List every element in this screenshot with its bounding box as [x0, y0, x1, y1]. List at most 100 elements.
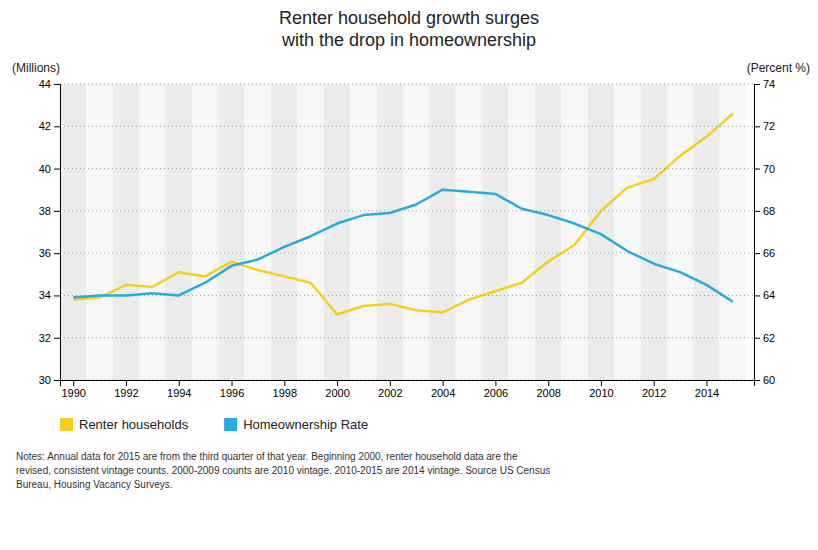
x-tick: 1994: [167, 380, 191, 399]
stripe: [218, 84, 244, 380]
stripe: [667, 84, 693, 380]
x-tick-label: 1992: [114, 387, 138, 399]
y2-tick-label: 72: [763, 120, 775, 132]
x-tick-mark: [495, 380, 496, 386]
x-tick-label: 2004: [431, 387, 455, 399]
x-tick: 1990: [61, 380, 85, 399]
title: Renter household growth surgeswith the d…: [279, 8, 539, 50]
x-tick-mark: [707, 380, 708, 386]
stripe: [113, 84, 139, 380]
grid-line: [60, 253, 754, 254]
y-tick: 38: [39, 205, 60, 217]
y2-tick: 72: [754, 120, 775, 132]
x-tick-mark: [601, 380, 602, 386]
x-tick-label: 2012: [642, 387, 666, 399]
x-tick-mark: [126, 380, 127, 386]
x-axis-line: [61, 381, 755, 387]
grid: [60, 84, 754, 380]
y2-tick-label: 60: [763, 374, 775, 386]
x-tick-label: 1994: [167, 387, 191, 399]
x-tick: 2012: [642, 380, 666, 399]
grid-line: [60, 337, 754, 338]
y2-tick-label: 66: [763, 247, 775, 259]
y-tick-mark: [54, 338, 60, 339]
x-tick: 2010: [589, 380, 613, 399]
y-tick: 36: [39, 247, 60, 259]
y-tick: 40: [39, 163, 60, 175]
stripe: [271, 84, 297, 380]
y-tick-mark: [54, 211, 60, 212]
y2-axis: 6062646668707274: [754, 78, 775, 386]
y-tick-label: 38: [39, 205, 51, 217]
series-line: [73, 114, 733, 315]
x-tick-label: 1990: [61, 387, 85, 399]
chart: 1990199219941996199820002002200420062008…: [0, 0, 818, 550]
y-tick-label: 36: [39, 247, 51, 259]
x-tick-label: 2008: [536, 387, 560, 399]
x-tick-mark: [284, 380, 285, 386]
legend-item: Homeownership Rate: [224, 417, 368, 432]
y2-tick: 74: [754, 78, 775, 90]
y-tick-label: 42: [39, 120, 51, 132]
y-tick: 34: [39, 289, 60, 301]
stripe: [482, 84, 508, 380]
x-tick: 1992: [114, 380, 138, 399]
y2-tick-mark: [754, 126, 760, 127]
x-tick-label: 2010: [589, 387, 613, 399]
lines: [73, 114, 733, 315]
y2-tick-label: 68: [763, 205, 775, 217]
legend-label: Homeownership Rate: [243, 417, 368, 432]
y-tick-label: 34: [39, 289, 51, 301]
grid-line: [60, 126, 754, 127]
y-tick-mark: [54, 253, 60, 254]
grid-line: [60, 210, 754, 211]
y2-tick: 68: [754, 205, 775, 217]
y-tick-mark: [54, 126, 60, 127]
x-tick-label: 2000: [325, 387, 349, 399]
x-tick-mark: [654, 380, 655, 386]
y2-axis-label: (Percent %): [747, 61, 810, 75]
y2-tick-mark: [754, 84, 760, 85]
stripe: [60, 84, 86, 380]
stripe: [350, 84, 376, 380]
stripe: [86, 84, 112, 380]
y2-tick: 62: [754, 332, 775, 344]
y2-tick-label: 64: [763, 289, 775, 301]
x-tick: 1996: [220, 380, 244, 399]
x-tick: 2004: [431, 380, 455, 399]
annotation: Notes: Annual data for 2015 are from the…: [16, 451, 550, 490]
x-tick: 1998: [273, 380, 297, 399]
legend-swatch: [224, 418, 237, 431]
y-axis: 3032343638404244: [39, 78, 61, 386]
stripe: [166, 84, 192, 380]
y-tick-mark: [54, 380, 60, 381]
y-tick: 44: [39, 78, 60, 90]
stripe: [192, 84, 218, 380]
x-tick-mark: [390, 380, 391, 386]
y2-tick-mark: [754, 211, 760, 212]
stripe: [509, 84, 535, 380]
x-tick-mark: [548, 380, 549, 386]
grid-line: [60, 168, 754, 169]
stripe: [429, 84, 455, 380]
y2-tick-label: 74: [763, 78, 775, 90]
y2-tick: 64: [754, 289, 775, 301]
x-tick: 2002: [378, 380, 402, 399]
y2-tick-mark: [754, 169, 760, 170]
y-tick: 32: [39, 332, 60, 344]
x-axis: 1990199219941996199820002002200420062008…: [61, 380, 755, 399]
y-axis-line: [54, 85, 61, 381]
legend-swatch: [60, 418, 73, 431]
x-tick-label: 2014: [695, 387, 719, 399]
x-tick-mark: [179, 380, 180, 386]
y-tick-label: 32: [39, 332, 51, 344]
x-tick: 2008: [536, 380, 560, 399]
y2-tick-mark: [754, 338, 760, 339]
y-tick-mark: [54, 84, 60, 85]
x-tick-mark: [73, 380, 74, 386]
y-axis-label: (Millions): [12, 61, 60, 75]
stripes: [60, 84, 746, 380]
x-tick: 2000: [325, 380, 349, 399]
x-tick-label: 1998: [273, 387, 297, 399]
stripe: [403, 84, 429, 380]
